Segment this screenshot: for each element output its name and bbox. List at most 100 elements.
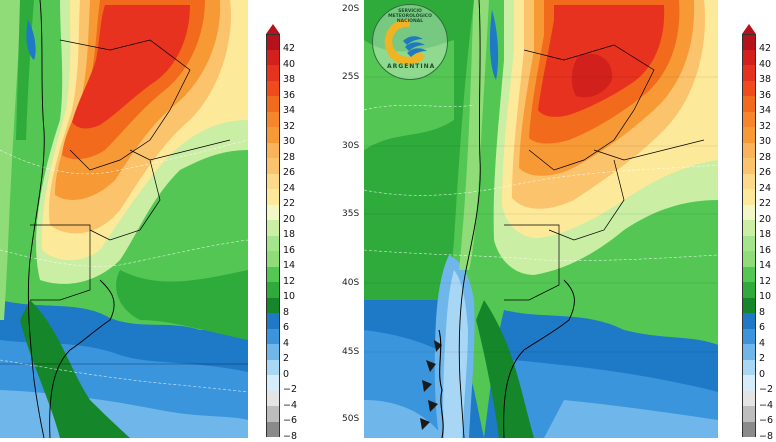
- colorbar-tick-label: 0: [759, 368, 766, 380]
- colorbar-tick-label: −4: [759, 399, 774, 411]
- smn-logo: SERVICIO METEOROLÓGICO NACIONAL ARGENTIN…: [372, 4, 448, 80]
- colorbar-tick-label: 20: [759, 213, 772, 225]
- colorbar-tick-label: 40: [283, 58, 296, 70]
- colorbar-tick-label: 10: [759, 291, 772, 302]
- latitude-label: 30S: [342, 141, 360, 151]
- colorbar-segment: [742, 49, 756, 65]
- colorbar-segment: [266, 359, 280, 375]
- colorbar-tick-label: 32: [759, 120, 772, 132]
- colorbar-tick-label: 26: [759, 167, 772, 178]
- right-colorbar: [742, 24, 756, 437]
- colorbar-tick-label: −4: [283, 399, 298, 411]
- colorbar-tick-label: 6: [283, 322, 290, 333]
- colorbar-tick-label: 38: [283, 74, 296, 85]
- right-map-svg: [364, 0, 718, 438]
- colorbar-segment: [266, 235, 280, 251]
- colorbar-tick-label: −8: [759, 430, 774, 442]
- right-temperature-map: [364, 0, 718, 438]
- latitude-label: 35S: [342, 209, 360, 219]
- colorbar-segment: [742, 251, 756, 267]
- colorbar-segment: [742, 220, 756, 236]
- colorbar-segment: [266, 142, 280, 158]
- colorbar-tick-label: 28: [283, 151, 296, 163]
- latitude-label: 45S: [342, 347, 360, 357]
- latitude-label: 25S: [342, 72, 360, 82]
- colorbar-segment: [742, 111, 756, 127]
- colorbar-segment: [266, 34, 280, 50]
- colorbar-tick-label: 4: [759, 337, 766, 349]
- latitude-label: 50S: [342, 414, 360, 424]
- colorbar-tick-label: 36: [759, 89, 772, 101]
- colorbar-segment: [742, 282, 756, 298]
- colorbar-tick-label: 38: [759, 74, 772, 85]
- colorbar-segment: [266, 251, 280, 267]
- colorbar-tick-label: −2: [283, 384, 298, 395]
- colorbar-segment: [742, 421, 756, 437]
- colorbar-top-arrow: [266, 24, 280, 34]
- colorbar-tick-label: 16: [283, 244, 296, 256]
- colorbar-tick-label: 4: [283, 337, 290, 349]
- colorbar-top-arrow: [742, 24, 756, 34]
- colorbar-segment: [742, 406, 756, 422]
- colorbar-tick-label: −6: [283, 415, 298, 426]
- colorbar-tick-label: 34: [283, 105, 296, 116]
- colorbar-tick-label: 18: [759, 229, 772, 240]
- colorbar-segment: [742, 189, 756, 205]
- colorbar-segment: [266, 189, 280, 205]
- latitude-label: 20S: [342, 4, 360, 14]
- colorbar-segment: [742, 235, 756, 251]
- colorbar-segment: [266, 297, 280, 313]
- colorbar-tick-label: 28: [759, 151, 772, 163]
- colorbar-tick-label: 0: [283, 368, 290, 380]
- colorbar-segment: [742, 34, 756, 50]
- colorbar-tick-label: 36: [283, 89, 296, 101]
- colorbar-segment: [266, 421, 280, 437]
- smn-logo-icon: [384, 18, 427, 65]
- colorbar-segment: [266, 375, 280, 391]
- colorbar-segment: [742, 313, 756, 329]
- colorbar-tick-label: 34: [759, 105, 772, 116]
- colorbar-tick-label: 22: [759, 198, 772, 209]
- colorbar-tick-label: 30: [283, 136, 296, 147]
- colorbar-segment: [266, 158, 280, 174]
- colorbar-tick-label: 8: [283, 306, 290, 318]
- colorbar-segment: [266, 390, 280, 406]
- colorbar-tick-label: 14: [283, 260, 296, 271]
- colorbar-tick-label: −6: [759, 415, 774, 426]
- colorbar-segment: [266, 204, 280, 220]
- colorbar-segment: [266, 49, 280, 65]
- colorbar-tick-label: 24: [283, 182, 296, 194]
- colorbar-tick-label: 42: [283, 43, 296, 54]
- colorbar-tick-label: 6: [759, 322, 766, 333]
- colorbar-tick-label: 18: [283, 229, 296, 240]
- colorbar-tick-label: −2: [759, 384, 774, 395]
- colorbar-tick-label: −8: [283, 430, 298, 442]
- colorbar-tick-label: 12: [283, 275, 296, 287]
- colorbar-segment: [266, 282, 280, 298]
- colorbar-tick-label: 10: [283, 291, 296, 302]
- colorbar-segment: [266, 328, 280, 344]
- right-colorbar-segments: [742, 24, 756, 437]
- colorbar-segment: [266, 96, 280, 112]
- colorbar-tick-label: 40: [759, 58, 772, 70]
- colorbar-tick-label: 26: [283, 167, 296, 178]
- colorbar-segment: [266, 266, 280, 282]
- colorbar-segment: [742, 375, 756, 391]
- colorbar-segment: [742, 173, 756, 189]
- colorbar-segment: [742, 344, 756, 360]
- colorbar-segment: [742, 142, 756, 158]
- colorbar-tick-label: 2: [759, 353, 766, 364]
- colorbar-segment: [742, 359, 756, 375]
- colorbar-segment: [266, 80, 280, 96]
- colorbar-segment: [266, 65, 280, 81]
- colorbar-tick-label: 16: [759, 244, 772, 256]
- left-map-svg: [0, 0, 248, 438]
- colorbar-segment: [742, 297, 756, 313]
- colorbar-segment: [742, 65, 756, 81]
- colorbar-segment: [266, 344, 280, 360]
- colorbar-tick-label: 24: [759, 182, 772, 194]
- colorbar-segment: [266, 111, 280, 127]
- colorbar-segment: [266, 173, 280, 189]
- colorbar-segment: [266, 313, 280, 329]
- latitude-label: 40S: [342, 278, 360, 288]
